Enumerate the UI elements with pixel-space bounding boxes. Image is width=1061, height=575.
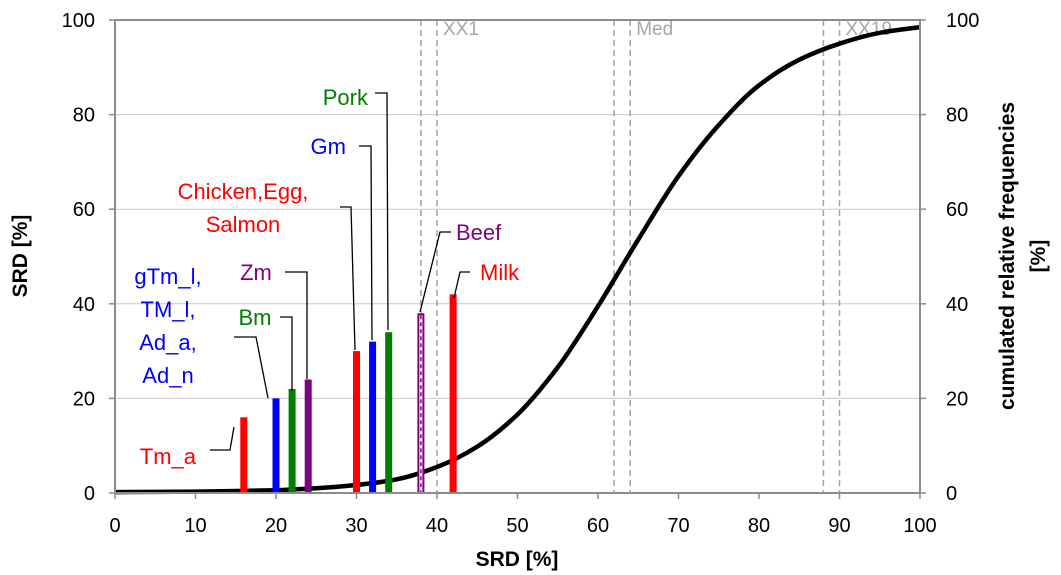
x-tick-20: 20 [265,515,287,537]
y-tick-20: 20 [73,388,95,410]
bar-7 [385,332,393,493]
bar-label-1: Tm_a [140,444,197,469]
bar-label-5-line-2: Salmon [206,212,281,237]
bar-labels: Tm_a gTm_l, TM_l, Ad_a, Ad_n Bm Zm Chicken,Egg,… [134,85,520,469]
bar-3 [288,388,296,493]
leader-line-5 [340,206,356,351]
y-tick-0: 0 [84,483,95,505]
leader-line-7 [375,92,389,331]
bar-label-4-line-1: Zm [240,260,272,285]
y-tick-40: 40 [73,294,95,316]
bar-label-2-line-2: TM_l, [141,297,196,322]
bar-label-3-line-1: Bm [239,305,272,330]
label-leaders [210,92,470,451]
x-tick-50: 50 [506,515,528,537]
bar-label-6-line-1: Gm [311,134,346,159]
bar-1 [240,417,248,493]
x-axis-title: SRD [%] [476,548,559,571]
x-tick-80: 80 [748,515,770,537]
bars [240,294,457,495]
leader-line-1 [210,426,235,451]
bar-6 [369,341,377,493]
x-tick-60: 60 [587,515,609,537]
bar-label-4: Zm [240,260,272,285]
leader-line-3 [280,316,293,391]
bar-label-2-line-4: Ad_n [142,363,193,388]
y-axis-title: SRD [%] [9,215,32,298]
bar-label-3: Bm [239,305,272,330]
bar-label-2-line-3: Ad_a, [139,330,197,355]
x-tick-0: 0 [109,515,120,537]
plot-frame [114,19,921,494]
leader-line-2 [234,336,269,399]
y2-tick-0: 0 [946,483,957,505]
y2-tick-80: 80 [946,105,968,127]
y-tick-80: 80 [73,105,95,127]
y2-axis-title-line2: [%] [1027,240,1050,273]
bar-9 [449,294,457,493]
bar-label-2: gTm_l, TM_l, Ad_a, Ad_n [134,264,201,388]
x-tick-40: 40 [426,515,448,537]
x-tick-100: 100 [903,515,936,537]
bar-label-1-line-1: Tm_a [140,444,197,469]
reference-lines: XX1 Med XX19 [420,19,892,493]
y2-tick-40: 40 [946,294,968,316]
cumulative-curve-layer [114,24,921,495]
x-tick-30: 30 [345,515,367,537]
leader-line-9 [453,271,470,299]
leader-line-8 [419,231,451,313]
leader-line-4 [285,271,308,379]
bar-label-7-line-1: Pork [323,85,369,110]
bar-5 [353,351,360,493]
bar-label-5-line-1: Chicken,Egg, [178,179,309,204]
tick-labels: 0 10 20 30 40 50 60 70 80 90 100 0 20 40 60 80 100 0 20 40 6… [62,10,980,537]
y-tick-100: 100 [62,10,95,32]
bar-label-2-line-1: gTm_l, [134,264,201,289]
y2-axis-title-line1: cumulated relative frequencies [996,102,1019,410]
gridlines [115,114,920,399]
bar-2 [272,398,280,493]
cumulative-curve [114,24,921,495]
x-tick-70: 70 [667,515,689,537]
leader-line-6 [359,145,373,341]
bar-label-8: Beef [456,220,502,245]
bar-label-8-line-1: Beef [456,220,502,245]
bar-4 [304,379,312,493]
bar-label-6: Gm [311,134,346,159]
bar-label-9-line-1: Milk [480,260,520,285]
reference-label-med: Med [636,19,673,40]
y2-tick-100: 100 [946,10,979,32]
y2-tick-60: 60 [946,199,968,221]
bar-label-7: Pork [323,85,369,110]
x-tick-10: 10 [184,515,206,537]
y2-tick-20: 20 [946,388,968,410]
plot-border [114,19,921,494]
bar-label-5: Chicken,Egg, Salmon [178,179,309,237]
y-tick-60: 60 [73,199,95,221]
reference-label-xx1: XX1 [443,19,479,40]
bar-label-9: Milk [480,260,520,285]
x-tick-90: 90 [828,515,850,537]
